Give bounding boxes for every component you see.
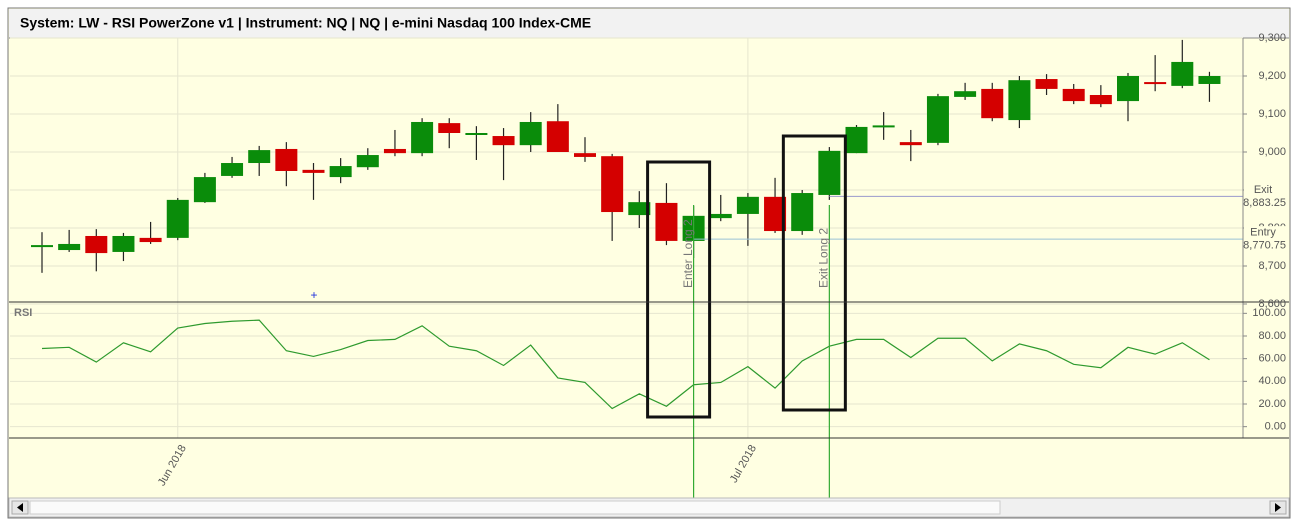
- title-bar: [9, 9, 1289, 38]
- candle-body: [58, 243, 81, 251]
- candle-body: [275, 148, 298, 171]
- candle-body: [872, 125, 895, 128]
- candle-body: [492, 136, 515, 146]
- candle-body: [411, 121, 434, 154]
- candle-body: [1144, 82, 1167, 85]
- y-tick-label: 9,100: [1258, 108, 1286, 120]
- price-tag-bg: [1244, 183, 1289, 210]
- candle-body: [926, 96, 949, 143]
- y-tick-label: 100.00: [1252, 307, 1286, 319]
- candle-body: [1062, 88, 1085, 102]
- y-tick-label: 0.00: [1265, 421, 1286, 433]
- candle-body: [1035, 79, 1058, 89]
- y-tick-label: 60.00: [1258, 353, 1286, 365]
- candle-body: [655, 202, 678, 241]
- chart-title: System: LW - RSI PowerZone v1 | Instrume…: [20, 15, 591, 31]
- candle-body: [221, 163, 244, 176]
- mark-layer: [31, 39, 1243, 498]
- candle-body: [356, 155, 379, 168]
- candle-body: [302, 169, 325, 173]
- candle-body: [166, 199, 189, 238]
- candle-body: [574, 153, 596, 157]
- candle-body: [1008, 80, 1031, 121]
- candle-body: [193, 177, 216, 203]
- candle-body: [981, 88, 1004, 119]
- scroll-thumb[interactable]: [29, 500, 1001, 515]
- candle-body: [899, 142, 922, 146]
- candle-body: [954, 91, 977, 97]
- trade-label: Enter Long 2: [681, 219, 695, 288]
- y-tick-label: 9,300: [1258, 32, 1286, 44]
- candle-body: [1171, 61, 1194, 86]
- panel-label: RSI: [14, 307, 32, 319]
- trade-label: Exit Long 2: [817, 228, 831, 288]
- candle-body: [601, 156, 624, 213]
- candle-body: [465, 133, 488, 135]
- candle-body: [85, 235, 108, 254]
- candle-body: [1198, 76, 1221, 84]
- candle-body: [1117, 76, 1139, 102]
- y-tick-label: 40.00: [1258, 375, 1286, 387]
- candle-body: [248, 150, 271, 164]
- y-tick-label: 9,000: [1258, 146, 1286, 158]
- price-tag-value: 8,883.25: [1243, 197, 1286, 209]
- y-tick-label: 8,600: [1258, 298, 1286, 310]
- trade-box: [781, 134, 847, 412]
- candle-body: [383, 148, 406, 154]
- price-tag-value: 8,770.75: [1243, 240, 1286, 252]
- y-tick-label: 9,200: [1258, 70, 1286, 82]
- y-tick-label: 20.00: [1258, 398, 1286, 410]
- candle-body: [628, 202, 651, 216]
- candle-body: [845, 126, 868, 154]
- candle-body: [546, 121, 569, 152]
- candle-body: [112, 235, 135, 252]
- candle-body: [329, 166, 352, 178]
- rsi-line: [41, 319, 1210, 410]
- price-tag-name: Exit: [1254, 184, 1272, 196]
- trade-box: [646, 160, 712, 419]
- candle-body: [709, 213, 732, 219]
- candle-body: [438, 123, 461, 133]
- y-tick-label: 8,700: [1258, 260, 1286, 272]
- cursor-cross: +: [310, 288, 317, 302]
- candle-body: [519, 121, 542, 146]
- arrow-right: [1275, 503, 1281, 512]
- arrow-left: [17, 503, 23, 512]
- y-tick-label: 80.00: [1258, 330, 1286, 342]
- candle-body: [139, 237, 162, 243]
- price-tag-name: Entry: [1250, 227, 1276, 239]
- price-tag-bg: [1244, 226, 1289, 253]
- candle-body: [1089, 95, 1112, 105]
- candle-body: [791, 193, 814, 232]
- candle-body: [736, 196, 759, 214]
- candle-body: [818, 150, 841, 195]
- candle-body: [764, 196, 787, 232]
- candle-body: [31, 245, 53, 248]
